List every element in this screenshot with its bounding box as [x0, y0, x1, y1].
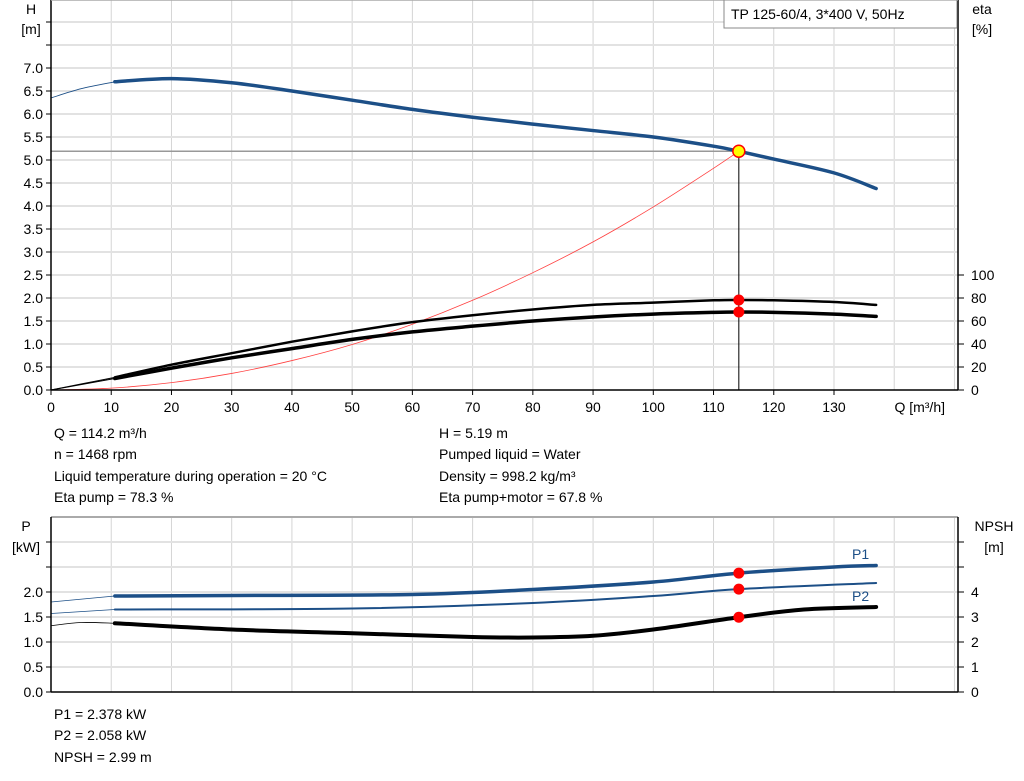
eta-pump-motor-marker — [733, 306, 745, 318]
q-tick-label: 50 — [344, 399, 360, 415]
info-p1: P1 = 2.378 kW — [54, 706, 147, 722]
info-speed: n = 1468 rpm — [54, 446, 137, 462]
p2-curve-extrapolated — [50, 609, 115, 614]
eta-pump-motor-curve — [113, 310, 878, 381]
npsh-axis-label: NPSH — [975, 518, 1014, 534]
curves — [50, 76, 879, 640]
head-curve — [113, 76, 878, 191]
h-tick-label: 3.5 — [24, 221, 44, 237]
h-tick-label: 0.5 — [24, 359, 44, 375]
eta-pump-marker — [733, 294, 745, 306]
duty-point-marker — [732, 144, 746, 159]
q-tick-label: 20 — [164, 399, 180, 415]
npsh-curve-extrapolated — [50, 622, 115, 627]
info-npsh: NPSH = 2.99 m — [54, 749, 152, 765]
eta-pump-curve — [113, 298, 878, 379]
h-axis-label: H — [26, 1, 36, 17]
h-tick-label: 2.0 — [24, 290, 44, 306]
p2-curve — [113, 582, 878, 611]
top-grid — [51, 0, 958, 390]
eta-tick-label: 20 — [971, 359, 987, 375]
npsh-tick-label: 4 — [971, 584, 979, 600]
npsh-tick-label: 0 — [971, 684, 979, 700]
info-right: H = 5.19 m Pumped liquid = Water Density… — [439, 425, 602, 505]
p1-curve — [113, 563, 878, 598]
info-density: Density = 998.2 kg/m³ — [439, 468, 576, 484]
info-p2: P2 = 2.058 kW — [54, 727, 147, 743]
h-tick-label: 6.5 — [24, 83, 44, 99]
info-liquid: Pumped liquid = Water — [439, 446, 581, 462]
info-bottom: P1 = 2.378 kW P2 = 2.058 kW NPSH = 2.99 … — [54, 706, 152, 765]
q-tick-label: 0 — [47, 399, 55, 415]
axes: 0.0 0.5 1.0 1.5 2.0 2.5 3.0 3.5 4.0 4.5 5.0 5.5 6.0 6… — [24, 0, 995, 700]
p1-curve-extrapolated — [50, 595, 115, 603]
npsh-axis-unit: [m] — [984, 539, 1003, 555]
q-tick-label: 100 — [642, 399, 666, 415]
eta-tick-label: 60 — [971, 313, 987, 329]
npsh-marker — [733, 611, 745, 623]
h-tick-label: 4.0 — [24, 198, 44, 214]
h-tick-label: 6.0 — [24, 106, 44, 122]
chart-title: TP 125-60/4, 3*400 V, 50Hz — [731, 6, 905, 22]
p-tick-label: 1.5 — [24, 609, 44, 625]
eta-tick-label: 40 — [971, 336, 987, 352]
q-tick-label: 110 — [702, 399, 725, 415]
h-tick-label: 1.5 — [24, 313, 44, 329]
p-tick-label: 0.5 — [24, 659, 44, 675]
q-tick-label: 130 — [822, 399, 846, 415]
h-tick-label: 2.5 — [24, 267, 44, 283]
q-tick-label: 30 — [224, 399, 240, 415]
eta-axis-unit: [%] — [972, 21, 992, 37]
eta-tick-label: 0 — [971, 382, 979, 398]
p-axis-label: P — [21, 518, 30, 534]
info-eta-pump-motor: Eta pump+motor = 67.8 % — [439, 489, 602, 505]
p2-series-label: P2 — [852, 588, 869, 604]
h-tick-label: 4.5 — [24, 175, 44, 191]
eta-tick-label: 100 — [971, 267, 995, 283]
info-left: Q = 114.2 m³/h n = 1468 rpm Liquid tempe… — [54, 425, 327, 505]
npsh-tick-label: 3 — [971, 609, 979, 625]
system-curve — [50, 150, 740, 391]
head-curve-extrapolated — [50, 81, 115, 99]
p2-marker — [733, 583, 745, 595]
info-flow: Q = 114.2 m³/h — [54, 425, 147, 441]
eta-axis-label: eta — [972, 1, 992, 17]
h-tick-label: 1.0 — [24, 336, 44, 352]
p-tick-label: 1.0 — [24, 634, 44, 650]
npsh-tick-label: 2 — [971, 634, 979, 650]
h-tick-label: 0.0 — [24, 382, 44, 398]
p1-marker — [733, 567, 745, 579]
npsh-curve — [112, 605, 879, 640]
h-axis-unit: [m] — [21, 21, 40, 37]
h-tick-label: 5.0 — [24, 152, 44, 168]
p-axis-unit: [kW] — [12, 539, 40, 555]
q-tick-label: 80 — [525, 399, 541, 415]
legend-box — [723, 0, 958, 29]
q-axis-label: Q [m³/h] — [894, 399, 945, 415]
p1-series-label: P1 — [852, 546, 869, 562]
info-temperature: Liquid temperature during operation = 20… — [54, 468, 327, 484]
p-tick-label: 2.0 — [24, 584, 44, 600]
q-tick-label: 10 — [103, 399, 119, 415]
eta-tick-label: 80 — [971, 290, 987, 306]
h-tick-label: 3.0 — [24, 244, 44, 260]
info-eta-pump: Eta pump = 78.3 % — [54, 489, 173, 505]
npsh-tick-label: 1 — [971, 659, 979, 675]
q-tick-label: 120 — [762, 399, 786, 415]
q-tick-label: 60 — [405, 399, 421, 415]
q-tick-label: 40 — [284, 399, 300, 415]
q-tick-label: 70 — [465, 399, 481, 415]
q-tick-label: 90 — [585, 399, 601, 415]
h-tick-label: 7.0 — [24, 60, 44, 76]
h-tick-label: 5.5 — [24, 129, 44, 145]
info-head: H = 5.19 m — [439, 425, 508, 441]
p-tick-label: 0.0 — [24, 684, 44, 700]
